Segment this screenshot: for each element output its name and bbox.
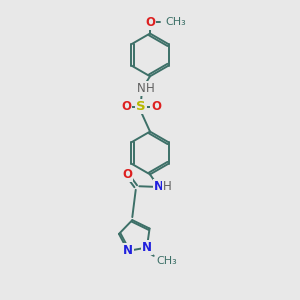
Text: O: O <box>145 16 155 29</box>
Text: N: N <box>137 82 146 95</box>
Text: O: O <box>151 100 161 113</box>
Text: S: S <box>136 100 146 113</box>
Text: H: H <box>146 82 154 95</box>
Text: N: N <box>142 241 152 254</box>
Text: CH₃: CH₃ <box>157 256 178 266</box>
Text: H: H <box>163 180 172 194</box>
Text: N: N <box>123 244 133 257</box>
Text: O: O <box>122 169 132 182</box>
Text: N: N <box>154 180 164 194</box>
Text: CH₃: CH₃ <box>166 17 186 27</box>
Text: O: O <box>121 100 131 113</box>
